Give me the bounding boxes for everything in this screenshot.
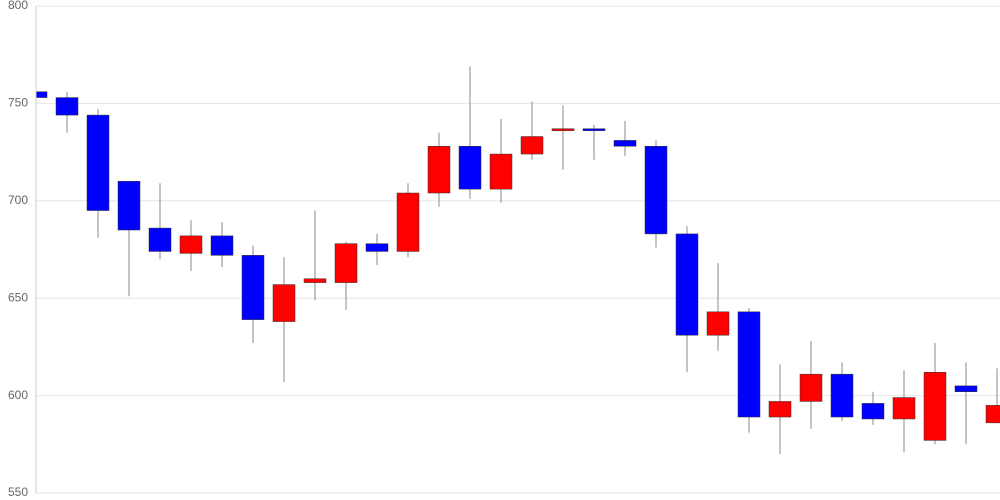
candle-body <box>520 136 544 155</box>
candle-body <box>489 153 513 190</box>
y-tick-label: 750 <box>8 96 28 110</box>
y-tick-label: 700 <box>8 193 28 207</box>
plot-area <box>36 52 1000 455</box>
candle-body <box>241 255 265 320</box>
candle-body <box>954 385 978 392</box>
y-tick-label: 550 <box>8 485 28 499</box>
candle-body <box>830 373 854 418</box>
candle-body <box>768 401 792 418</box>
candle-body <box>210 235 234 256</box>
candle-body <box>644 146 668 235</box>
candle-body <box>148 227 172 252</box>
candle-body <box>396 192 420 252</box>
candle-body <box>551 128 575 131</box>
candle-body <box>861 403 885 420</box>
candle-body <box>334 243 358 283</box>
y-tick-label: 800 <box>8 0 28 12</box>
y-tick-label: 650 <box>8 290 28 304</box>
candle-body <box>179 235 203 254</box>
candle-body <box>365 243 389 252</box>
candle-body <box>613 140 637 147</box>
candle-body <box>55 97 79 116</box>
candle-body <box>985 405 1000 424</box>
y-tick-label: 600 <box>8 388 28 402</box>
candle-body <box>86 114 110 211</box>
candle-body <box>272 284 296 322</box>
y-axis: 550 600 650 700 750 800 <box>8 0 28 499</box>
candle-body <box>706 311 730 336</box>
candle-body <box>117 181 141 231</box>
grid <box>36 5 1000 494</box>
candle-body <box>737 311 761 418</box>
candle-body <box>675 233 699 336</box>
candle-body <box>303 278 327 283</box>
candle-body <box>427 146 451 194</box>
candle-body <box>582 128 606 131</box>
candle-body <box>923 371 947 441</box>
candle-body <box>36 91 48 98</box>
candle-body <box>799 373 823 402</box>
candle-body <box>458 146 482 190</box>
candle-body <box>892 397 916 420</box>
